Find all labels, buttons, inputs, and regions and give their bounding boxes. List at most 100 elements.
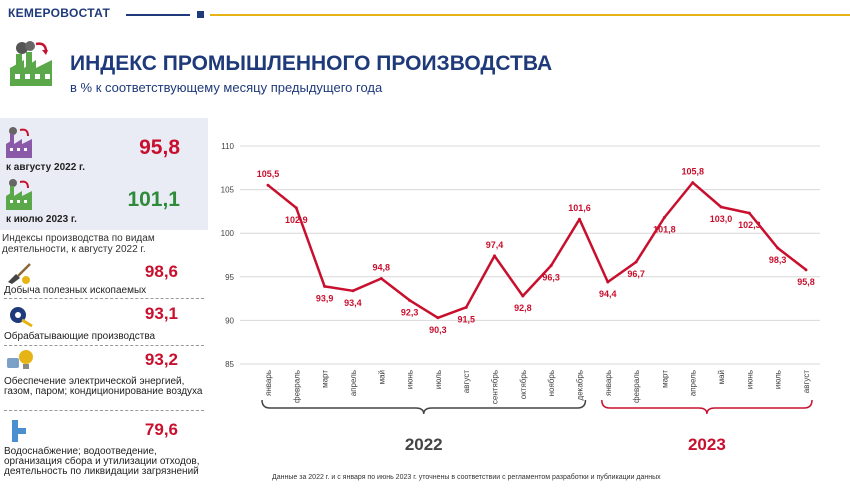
year-brace — [601, 399, 813, 415]
sector-label: Добыча полезных ископаемых — [4, 285, 147, 296]
year-label: 2022 — [405, 435, 443, 454]
brand-marker — [197, 11, 204, 18]
page-title: ИНДЕКС ПРОМЫШЛЕННОГО ПРОИЗВОДСТВА — [70, 52, 553, 75]
summary-value: 95,8 — [139, 136, 180, 159]
x-tick-label: сентябрь — [491, 370, 500, 404]
summary-row-jul-2023: к июлю 2023 г. 101,1 — [4, 178, 204, 228]
data-point — [577, 217, 581, 221]
data-label: 102,3 — [738, 220, 761, 230]
summary-label: к августу 2022 г. — [6, 162, 85, 173]
sector-value: 93,1 — [144, 304, 178, 323]
data-label: 94,8 — [372, 263, 390, 273]
divider — [4, 298, 204, 299]
x-tick-label: январь — [264, 370, 273, 396]
sector-value: 93,2 — [144, 350, 178, 369]
factory-icon — [6, 179, 32, 210]
data-point — [691, 181, 695, 185]
sector-label: Обрабатывающие производства — [4, 331, 156, 342]
data-point — [379, 277, 383, 281]
data-point — [351, 289, 355, 293]
brand-accent-line — [210, 14, 850, 16]
x-tick-label: октябрь — [519, 370, 528, 399]
mining-shovel-icon — [8, 263, 31, 284]
data-point — [606, 280, 610, 284]
data-point — [776, 246, 780, 250]
year-brace — [261, 399, 587, 415]
summary-label: к июлю 2023 г. — [6, 214, 77, 225]
year-label: 2023 — [688, 435, 726, 454]
data-point — [408, 298, 412, 302]
data-label: 105,5 — [257, 169, 280, 179]
sector-value: 79,6 — [144, 420, 178, 439]
data-point — [323, 284, 327, 288]
data-point — [719, 205, 723, 209]
data-label: 101,6 — [568, 203, 591, 213]
x-tick-label: май — [377, 370, 386, 384]
data-label: 92,8 — [514, 303, 532, 313]
sector-label: Водоснабжение; водоотведение, организаци… — [4, 446, 200, 477]
x-tick-label: июль — [774, 370, 783, 389]
data-label: 105,8 — [681, 167, 704, 177]
x-tick-label: июнь — [406, 370, 415, 389]
y-tick-label: 90 — [225, 316, 234, 325]
data-point — [493, 254, 497, 258]
x-tick-label: март — [660, 370, 669, 388]
sector-label: Обеспечение электрической энергией, газо… — [4, 376, 203, 397]
x-tick-label: январь — [604, 370, 613, 396]
divider — [4, 410, 204, 411]
data-label: 98,3 — [769, 255, 787, 265]
data-label: 92,3 — [401, 307, 419, 317]
x-tick-label: август — [802, 370, 811, 394]
data-label: 96,7 — [627, 269, 645, 279]
x-tick-label: май — [717, 370, 726, 384]
data-point — [747, 211, 751, 215]
data-label: 93,9 — [316, 293, 334, 303]
x-tick-label: июнь — [745, 370, 754, 389]
data-point — [662, 216, 666, 220]
sector-value: 98,6 — [144, 262, 178, 281]
data-point — [634, 260, 638, 264]
gear-wrench-icon — [10, 307, 33, 328]
summary-value: 101,1 — [127, 188, 180, 211]
page-subtitle: в % к соответствующему месяцу предыдущег… — [70, 80, 383, 95]
data-label: 90,3 — [429, 325, 447, 335]
x-tick-label: февраль — [632, 370, 641, 403]
header: КЕМЕРОВОСТАТ — [0, 0, 850, 30]
brand-name: КЕМЕРОВОСТАТ — [8, 6, 111, 20]
water-pipe-icon — [12, 420, 26, 442]
divider — [4, 345, 204, 346]
lightbulb-gas-icon — [7, 350, 33, 369]
data-point — [521, 294, 525, 298]
brand-divider — [126, 14, 190, 16]
data-label: 91,5 — [457, 314, 475, 324]
y-tick-label: 95 — [225, 273, 234, 282]
x-tick-label: февраль — [292, 370, 301, 403]
data-label: 93,4 — [344, 298, 362, 308]
data-label: 97,4 — [486, 240, 504, 250]
sectors-note: Индексы производства по видам деятельнос… — [2, 233, 155, 255]
y-tick-label: 110 — [221, 142, 234, 151]
x-tick-label: апрель — [689, 370, 698, 396]
factory-icon — [10, 41, 52, 86]
y-tick-label: 85 — [225, 360, 234, 369]
data-point — [294, 206, 298, 210]
x-tick-label: апрель — [349, 370, 358, 396]
data-label: 95,8 — [797, 277, 815, 287]
data-label: 94,4 — [599, 289, 617, 299]
x-tick-label: ноябрь — [547, 370, 556, 396]
factory-icon — [6, 127, 32, 158]
data-label: 96,3 — [542, 272, 560, 282]
data-label: 103,0 — [710, 214, 733, 224]
footnote: Данные за 2022 г. и с января по июнь 202… — [272, 474, 661, 481]
data-point — [804, 268, 808, 272]
data-point — [266, 183, 270, 187]
industrial-index-chart: 85 90 95 100 105 110 январь февраль март апрель ма… — [221, 142, 820, 454]
data-label: 102,9 — [285, 215, 308, 225]
y-tick-label: 100 — [221, 229, 235, 238]
x-tick-label: декабрь — [575, 370, 584, 400]
data-label: 101,8 — [653, 225, 676, 235]
data-point — [464, 305, 468, 309]
data-point — [549, 263, 553, 267]
series-line — [267, 181, 807, 320]
x-tick-label: март — [321, 370, 330, 388]
